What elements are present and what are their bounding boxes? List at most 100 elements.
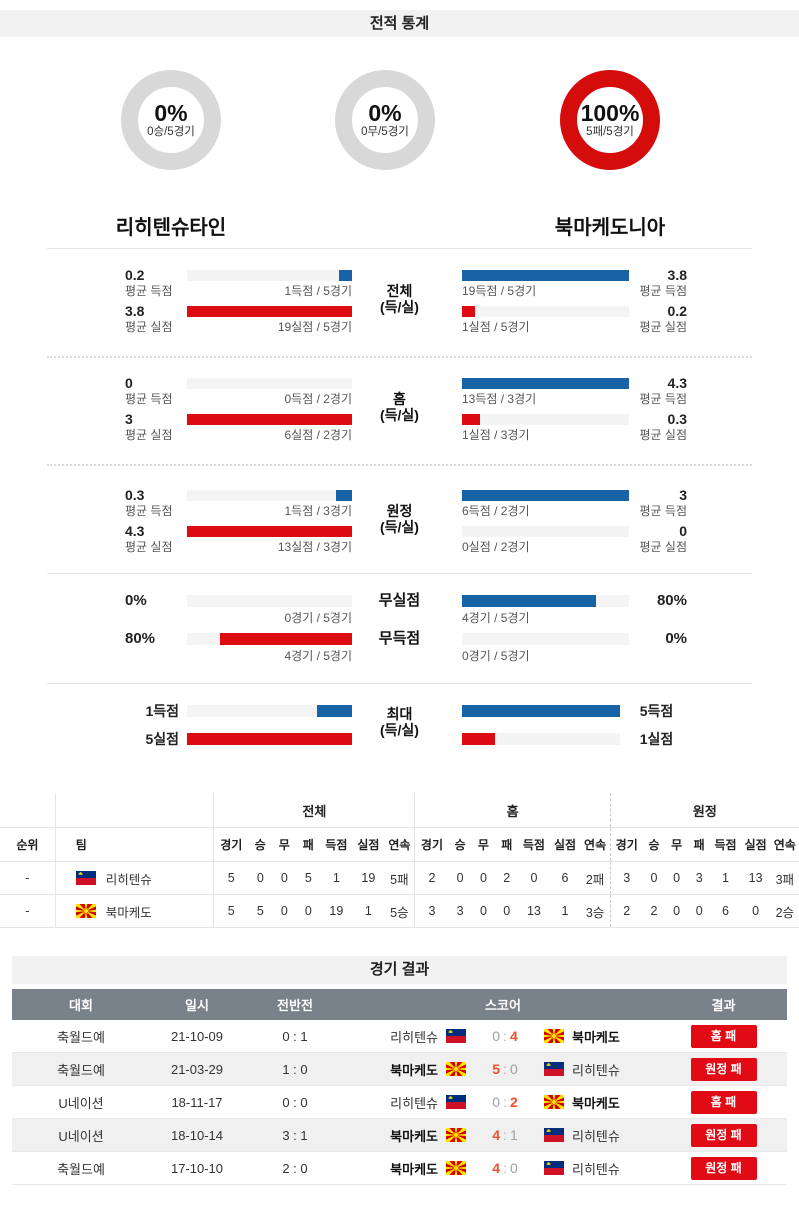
liechtenstein-flag-icon [544,1062,564,1076]
halftime-score: 2 : 0 [282,1160,308,1176]
cleansheet-home-stats: 0% 0경기 / 5경기 80% 4경기 / 5경기 [125,592,352,671]
home-away-stats: 4.3 13득점 / 3경기 평균 득점 0.3 1실점 / 3경기 평균 실점 [462,375,688,450]
bar-track [462,306,629,317]
bar-fill [187,414,352,425]
stat-value: 3 [679,487,687,503]
max-home-stats: 1득점 5실점 [125,704,352,761]
bar-track [187,595,352,607]
loss-rate-percent: 100% [580,100,640,126]
stat-label: 평균 실점 [125,428,173,442]
win-rate-label: 0승/5경기 [147,126,195,138]
divider [47,248,752,249]
bar-fill [462,414,481,425]
stat-value: 4.3 [667,375,687,391]
result-row: 축월드예 21-10-09 0 : 1 리히텐슈 0:4 북마케도 홈 패 [12,1020,787,1053]
section-center-label: 전체 (득/실) [380,283,419,315]
standings-table: 전체 홈 원정 순위 팀 경기 승 무 패 득점 실점 연속 경기 승 무 패 득점 실점 연속 경기 승… [0,793,799,928]
stat-games: 1실점 / 5경기 [462,320,530,334]
max-away-stats: 5득점 1실점 [462,703,687,761]
liechtenstein-flag-icon [446,1095,466,1109]
stat-games: 13실점 / 3경기 [277,540,352,554]
rank-value: - [25,871,30,885]
section-center-label: 최대 (득/실) [380,706,419,738]
stat-games: 1실점 / 3경기 [462,428,530,442]
stat-label: 평균 실점 [639,320,688,334]
result-badge: 원정 패 [690,1057,757,1081]
stat-value: 0 [679,523,687,539]
stat-value: 0% [125,592,147,609]
match-date: 21-03-29 [170,1061,224,1077]
divider [47,356,752,358]
stat-label: 평균 실점 [639,428,688,442]
away-team: 북마케도 [572,1095,620,1111]
away-away-stats: 3 6득점 / 2경기 평균 득점 0 0실점 / 2경기 평균 실점 [462,487,687,562]
bar-track [187,633,352,645]
league-name: U네이션 [58,1095,104,1111]
result-badge: 원정 패 [690,1123,757,1147]
bar-fill [338,270,352,281]
group-home-header: 홈 [414,793,609,827]
result-badge: 홈 패 [690,1024,757,1048]
stat-games: 13득점 / 3경기 [462,392,537,406]
home-home-stats: 0 평균 득점 0득점 / 2경기 3 평균 실점 6실점 / 2경기 [125,375,352,450]
bar-fill [187,733,352,745]
bar-track [462,270,629,281]
away-home-stats: 0.3 평균 득점 1득점 / 3경기 4.3 평균 실점 13실점 / 3경기 [125,488,352,562]
match-results-title: 경기 결과 [369,961,430,978]
stat-games: 0실점 / 2경기 [462,540,530,554]
stat-value: 5득점 [639,703,674,719]
stat-value: 0% [665,630,687,647]
stat-label: 평균 득점 [125,284,173,298]
league-name: 축월드예 [57,1029,105,1045]
stat-value: 0.2 [667,303,687,319]
bar-fill [462,378,629,389]
draw-rate-percent: 0% [368,100,402,126]
home-team: 북마케도 [390,1128,438,1144]
result-badge: 홈 패 [690,1090,757,1114]
away-team: 북마케도 [572,1029,620,1045]
score: 0:4 [492,1028,518,1044]
total-home-stats: 0.2 평균 득점 1득점 / 5경기 3.8 평균 실점 19실점 / 5경기 [125,267,352,342]
bar-track [462,526,629,537]
bar-track [462,378,629,389]
north-macedonia-flag-icon [446,1128,466,1142]
home-team-name: 리히텐슈타인 [115,217,227,239]
win-rate-donut: 0% 0승/5경기 [121,70,221,170]
rank-header: 순위 [16,838,39,852]
stat-value: 0.2 [125,267,145,283]
stat-games: 6득점 / 2경기 [462,504,530,518]
away-team: 리히텐슈 [572,1128,620,1144]
bar-fill [462,270,629,281]
team-name-cell: 리히텐슈 [105,872,152,887]
stat-value: 0.3 [667,411,687,427]
draw-rate-donut: 0% 0무/5경기 [335,70,435,170]
group-total-header: 전체 [213,793,414,827]
score: 4:0 [492,1160,518,1176]
score: 5:0 [492,1061,518,1077]
stat-value: 0 [125,375,133,391]
bar-fill [220,633,352,645]
divider [47,464,752,466]
standings-row-north-macedonia: - 북마케도 5 5 0 0 19 1 5승 3 3 0 0 13 1 3승 2 2 0 0 6 0 2승 [0,895,799,928]
stat-value: 3.8 [667,267,687,283]
final-score: 북마케도 4:0 리히텐슈 [346,1159,660,1178]
match-date: 17-10-10 [170,1160,224,1176]
standings-column-header: 순위 팀 경기 승 무 패 득점 실점 연속 경기 승 무 패 득점 실점 연속 경기 승 무 패 득점 실점 연속 [0,827,799,862]
stat-games: 6실점 / 2경기 [284,428,352,442]
cleansheet-away-stats: 80% 4경기 / 5경기 0% 0경기 / 5경기 [462,593,687,671]
home-team: 북마케도 [390,1062,438,1078]
standings-row-liechtenstein: - 리히텐슈 5 0 0 5 1 19 5패 2 0 0 2 0 6 2패 3 0 0 3 1 13 3패 [0,862,799,895]
bar-track [462,733,620,745]
stat-games: 4경기 / 5경기 [462,611,530,625]
bar-fill [462,490,629,501]
bar-track [187,306,352,317]
final-score: 북마케도 4:1 리히텐슈 [346,1126,660,1145]
north-macedonia-flag-icon [544,1095,564,1109]
league-name: 축월드예 [57,1062,105,1078]
standings-group-header: 전체 홈 원정 [0,793,799,827]
north-macedonia-flag-icon [544,1029,564,1043]
bar-track [187,733,352,745]
bar-track [462,414,629,425]
stat-games: 19득점 / 5경기 [462,284,537,298]
away-team: 리히텐슈 [572,1161,620,1177]
